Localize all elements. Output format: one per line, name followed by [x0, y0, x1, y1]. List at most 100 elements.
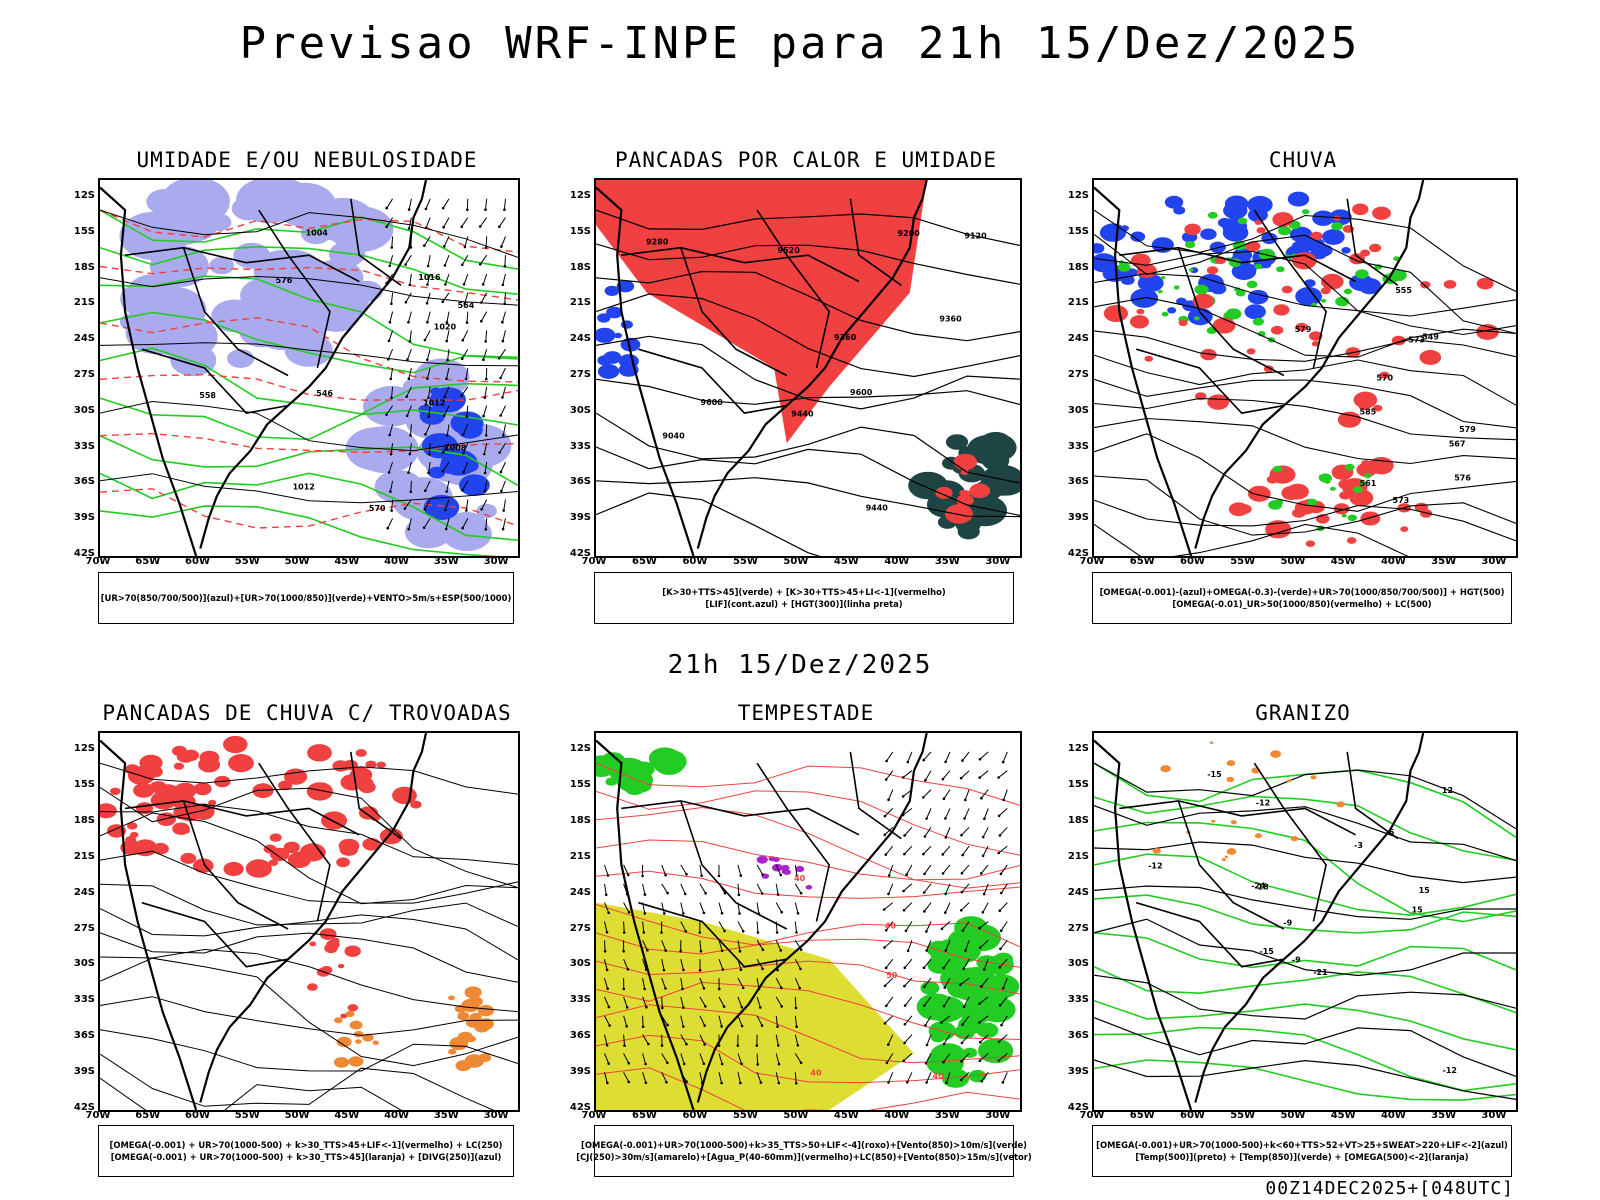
lat-label: 12S — [1067, 743, 1089, 754]
contour-label: 555 — [1395, 286, 1412, 295]
omega-red-spot — [1272, 212, 1294, 227]
wind-vector-head — [502, 433, 505, 437]
wind-vector — [756, 864, 764, 875]
wind-vector-head — [479, 262, 482, 266]
wind-vector — [737, 1072, 741, 1084]
lat-label: 36S — [569, 1030, 591, 1042]
thunderstorm-orange-spot — [455, 1060, 472, 1072]
wind-vector-head — [461, 338, 465, 342]
wind-vector-head — [484, 528, 488, 531]
thunderstorm-red-spot — [152, 842, 169, 855]
state-border — [124, 246, 360, 283]
wind-vector — [904, 1034, 913, 1044]
thunderstorm-orange-south-spot — [348, 1056, 364, 1067]
omega-green-south-spot — [1352, 486, 1363, 493]
wind-vector — [888, 883, 894, 895]
wind-vector — [426, 367, 431, 379]
lat-label: 33S — [1067, 994, 1089, 1006]
wind-vector-head — [682, 1062, 686, 1066]
omega-red-spot — [1372, 206, 1391, 220]
wind-vector — [503, 198, 506, 210]
wind-vector-head — [685, 1080, 688, 1083]
wind-vector — [425, 198, 431, 210]
lat-label: 15S — [1067, 778, 1089, 790]
east-coastline — [696, 733, 928, 1103]
wind-vector — [408, 461, 412, 473]
wind-vector — [410, 424, 412, 436]
hgt300-contours-line — [596, 378, 1020, 406]
wind-vector — [902, 770, 913, 778]
wind-vector-head — [483, 396, 487, 399]
lon-label: 60W — [1179, 556, 1205, 567]
omega-red-spot — [1337, 411, 1361, 428]
wind-vector — [407, 349, 412, 360]
lon-label: 60W — [185, 556, 210, 567]
wind-vector — [737, 1015, 743, 1027]
east-coastline — [1194, 733, 1425, 1103]
wind-vector-head — [660, 1044, 664, 1047]
thickness-contours-line — [100, 265, 518, 301]
wind-vector-head — [799, 1061, 803, 1065]
wind-vector — [999, 996, 1008, 1006]
wind-vector-head — [387, 471, 391, 474]
wind-vector — [699, 977, 705, 989]
lon-label: 45W — [1330, 1110, 1356, 1121]
wind-vector — [903, 902, 913, 911]
wind-vector — [661, 1053, 668, 1064]
wind-vector — [466, 198, 469, 210]
wind-vector-head — [441, 451, 445, 454]
thunderstorm-orange-south — [333, 1010, 379, 1068]
omega-green-spot — [1157, 289, 1163, 294]
wind-vector-head — [978, 1040, 982, 1044]
instability-area — [596, 180, 927, 444]
wind-vector-head — [960, 871, 964, 875]
thunderstorm-red-south-spot — [337, 963, 345, 969]
wind-vector-head — [461, 263, 464, 266]
wind-vector — [926, 1034, 932, 1046]
streamlines-line — [100, 957, 518, 1067]
wind-vector — [623, 902, 630, 913]
thunderstorm-red-spot — [336, 857, 350, 868]
wind-vector-head — [885, 1004, 888, 1008]
thunderstorm-red-south-spot — [344, 945, 361, 957]
wind-vector — [903, 1053, 913, 1062]
wind-vector — [888, 1072, 894, 1083]
wind-vector-head — [885, 759, 888, 763]
hgt300-contours-line — [596, 492, 821, 556]
pressure-contours-line — [100, 400, 518, 452]
wind-vector — [923, 996, 932, 1007]
lon-label: 30W — [483, 556, 509, 567]
wind-vector-head — [623, 1044, 626, 1047]
lon-label: 35W — [433, 556, 459, 567]
omega-blue-spot — [1224, 195, 1249, 212]
humidity-east-spot — [442, 516, 492, 552]
wind-vector — [884, 939, 894, 948]
wind-vector — [479, 217, 488, 227]
wind-vector — [943, 1034, 951, 1045]
wind850-north-spot — [631, 778, 652, 793]
wind-vector-head — [883, 946, 886, 949]
wind-vector — [923, 883, 932, 893]
lat-label: 30S — [73, 404, 95, 416]
contour-label: -12 — [1443, 1066, 1457, 1075]
map-chuva: 585 579 573 567 561 555 549 579 576 573 570 — [1092, 178, 1518, 558]
wind-vector — [998, 808, 1008, 817]
wind-vector — [623, 1053, 630, 1064]
temp850-contours-line — [1094, 1059, 1516, 1101]
wind-vector-head — [884, 966, 888, 970]
wind-vector-head — [999, 947, 1002, 951]
thunderstorm-red-south-spot — [324, 943, 338, 954]
wind-vector — [794, 883, 802, 894]
wind-vector — [604, 902, 610, 913]
wind-vector-head — [923, 1004, 926, 1007]
wind-vector-head — [759, 1006, 762, 1009]
wind-vector — [963, 996, 970, 1007]
hgt300-contours-line — [596, 209, 1020, 247]
thunderstorm-orange-spot — [465, 1017, 480, 1028]
wind-vector — [718, 1053, 723, 1065]
contour-label: 1012 — [423, 398, 445, 407]
wind-vector — [961, 1053, 970, 1062]
wind-vector-head — [901, 776, 905, 779]
wind-vector — [718, 1015, 723, 1027]
wind-vector-head — [903, 1041, 906, 1045]
